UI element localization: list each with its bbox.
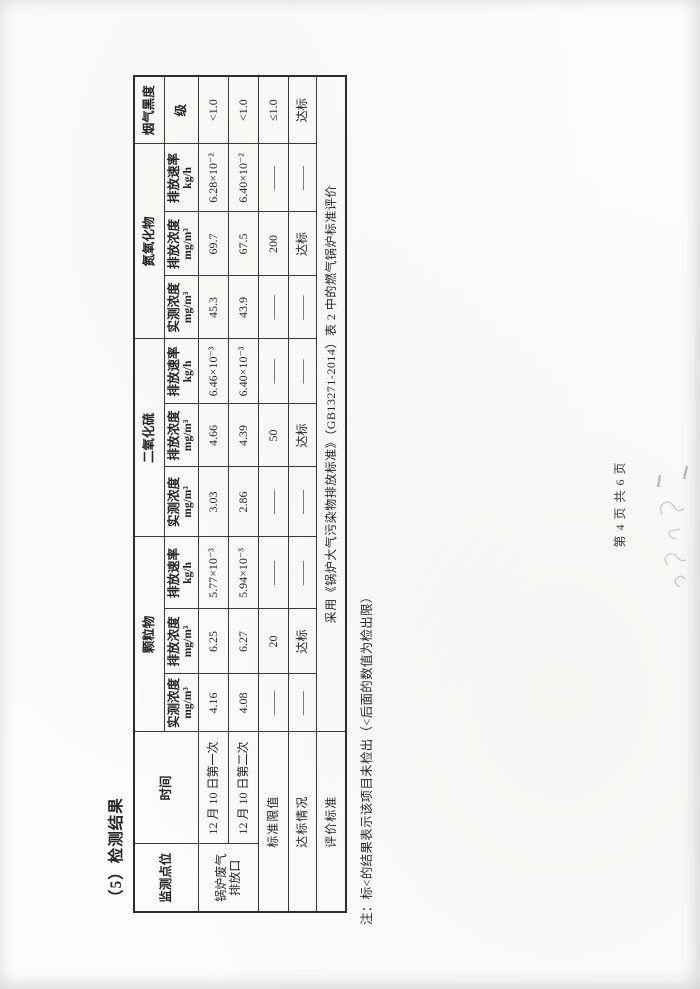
cell-monitor-point-value: 锅炉废气 排放口 bbox=[198, 844, 258, 912]
table-cell: 达标 bbox=[288, 75, 316, 144]
page-number: 第 4 页 共 6 页 bbox=[613, 461, 627, 548]
limit-row-label: 标准限值 bbox=[258, 732, 288, 912]
table-cell: 6.40×10⁻³ bbox=[228, 338, 258, 404]
table-cell: —— bbox=[258, 466, 288, 537]
results-table: 监测点位 时间 颗粒物 二氧化硫 氮氧化物 烟气黑度 实测浓度 mg/m³ 排放… bbox=[133, 74, 347, 913]
data-row-run1: 锅炉废气 排放口 12 月 10 日第一次 4.16 6.25 5.77×10⁻… bbox=[198, 75, 258, 912]
header-row-groups: 监测点位 时间 颗粒物 二氧化硫 氮氧化物 烟气黑度 bbox=[134, 75, 198, 912]
table-cell: —— bbox=[288, 674, 316, 732]
table-cell: —— bbox=[288, 466, 316, 537]
table-cell: <1.0 bbox=[198, 75, 228, 144]
header-monitor-point: 监测点位 bbox=[134, 844, 198, 912]
table-cell: —— bbox=[288, 536, 316, 609]
header-group-smoke: 烟气黑度 bbox=[134, 75, 164, 144]
table-cell: 达标 bbox=[288, 211, 316, 276]
subheader-unit: mg/m³ bbox=[181, 486, 194, 518]
table-cell: 6.27 bbox=[228, 609, 258, 674]
table-cell: 67.5 bbox=[228, 211, 258, 276]
subheader-label: 排放浓度 bbox=[166, 218, 181, 269]
table-cell: 20 bbox=[258, 609, 288, 674]
table-cell: —— bbox=[288, 275, 316, 339]
table-cell: 达标 bbox=[288, 403, 316, 467]
subheader-label: 排放速率 bbox=[166, 152, 181, 203]
header-pm-measured: 实测浓度 mg/m³ bbox=[164, 674, 198, 732]
table-cell: 达标 bbox=[288, 609, 316, 674]
subheader-unit: mg/m³ bbox=[181, 419, 194, 452]
header-group-nox: 氮氧化物 bbox=[134, 143, 164, 339]
subheader-unit: mg/m³ bbox=[181, 228, 194, 260]
table-cell: 4.66 bbox=[198, 403, 228, 467]
subheader-label: 实测浓度 bbox=[166, 282, 181, 333]
standard-row-label: 评价标准 bbox=[316, 732, 346, 912]
header-so2-measured: 实测浓度 mg/m³ bbox=[164, 466, 198, 537]
table-cell: 6.28×10⁻² bbox=[198, 143, 228, 212]
table-cell: <1.0 bbox=[228, 75, 258, 144]
table-cell: 5.77×10⁻³ bbox=[198, 536, 228, 609]
header-nox-conc: 排放浓度 mg/m³ bbox=[164, 211, 198, 276]
table-cell: 200 bbox=[258, 211, 288, 276]
section-title: （5）检测结果 bbox=[108, 797, 125, 905]
subheader-label: 排放速率 bbox=[166, 346, 181, 397]
footnote: 注：标<的结果表示该项目未检出（<后面的数值为检出限） bbox=[360, 590, 374, 925]
table-cell: 6.25 bbox=[198, 609, 228, 674]
monitor-point-line1: 锅炉废气 bbox=[213, 853, 228, 902]
header-so2-conc: 排放浓度 mg/m³ bbox=[164, 403, 198, 467]
table-cell: 43.9 bbox=[228, 275, 258, 339]
subheader-label: 排放浓度 bbox=[166, 616, 181, 667]
table-cell: 45.3 bbox=[198, 275, 228, 339]
table-cell: —— bbox=[288, 338, 316, 404]
data-row-run2: 12 月 10 日第二次 4.08 6.27 5.94×10⁻³ 2.86 4.… bbox=[228, 75, 258, 912]
header-nox-rate: 排放速率 kg/h bbox=[164, 143, 198, 212]
status-row: 达标情况 —— 达标 —— —— 达标 —— —— 达标 —— 达标 bbox=[288, 75, 316, 912]
table-cell: —— bbox=[258, 674, 288, 732]
subheader-unit: kg/h bbox=[181, 167, 194, 189]
standard-row-value: 采用《锅炉大气污染物排放标准》（GB13271-2014）表 2 中的燃气锅炉标… bbox=[316, 75, 346, 732]
subheader-unit: mg/m³ bbox=[181, 625, 194, 658]
table-cell: —— bbox=[288, 143, 316, 212]
header-pm-rate: 排放速率 kg/h bbox=[164, 536, 198, 609]
cell-run1-time: 12 月 10 日第一次 bbox=[198, 732, 228, 844]
standard-row: 评价标准 采用《锅炉大气污染物排放标准》（GB13271-2014）表 2 中的… bbox=[316, 75, 346, 912]
subheader-unit: kg/h bbox=[181, 562, 194, 584]
header-group-pm: 颗粒物 bbox=[134, 536, 164, 732]
subheader-label: 排放速率 bbox=[166, 547, 181, 598]
status-row-label: 达标情况 bbox=[288, 732, 316, 912]
subheader-label: 实测浓度 bbox=[166, 476, 181, 527]
table-cell: 6.40×10⁻² bbox=[228, 143, 258, 212]
limit-row: 标准限值 —— 20 —— —— 50 —— —— 200 —— ≤1.0 bbox=[258, 75, 288, 912]
subheader-unit: mg/m³ bbox=[181, 291, 194, 324]
table-cell: —— bbox=[258, 536, 288, 609]
subheader-label: 实测浓度 bbox=[166, 678, 181, 729]
header-nox-measured: 实测浓度 mg/m³ bbox=[164, 275, 198, 339]
table-cell: 50 bbox=[258, 403, 288, 467]
header-group-so2: 二氧化硫 bbox=[134, 338, 164, 537]
header-smoke-grade: 级 bbox=[164, 75, 198, 144]
table-cell: 4.39 bbox=[228, 403, 258, 467]
subheader-unit: kg/h bbox=[181, 360, 194, 383]
subheader-unit: mg/m³ bbox=[181, 687, 194, 719]
header-time: 时间 bbox=[134, 732, 198, 844]
cell-run2-time: 12 月 10 日第二次 bbox=[228, 732, 258, 844]
table-cell: ≤1.0 bbox=[258, 75, 288, 144]
table-cell: 3.03 bbox=[198, 466, 228, 537]
header-so2-rate: 排放速率 kg/h bbox=[164, 338, 198, 404]
table-cell: 69.7 bbox=[198, 211, 228, 276]
table-cell: —— bbox=[258, 275, 288, 339]
header-pm-conc: 排放浓度 mg/m³ bbox=[164, 609, 198, 674]
subheader-label: 排放浓度 bbox=[166, 410, 181, 461]
table-cell: 6.46×10⁻³ bbox=[198, 338, 228, 404]
table-cell: 4.08 bbox=[228, 674, 258, 732]
table-cell: 5.94×10⁻³ bbox=[228, 536, 258, 609]
table-cell: —— bbox=[258, 143, 288, 212]
table-cell: 4.16 bbox=[198, 674, 228, 732]
table-cell: —— bbox=[258, 338, 288, 404]
stray-pencil-marks bbox=[656, 465, 689, 588]
monitor-point-line2: 排放口 bbox=[228, 859, 242, 896]
table-cell: 2.86 bbox=[228, 466, 258, 537]
